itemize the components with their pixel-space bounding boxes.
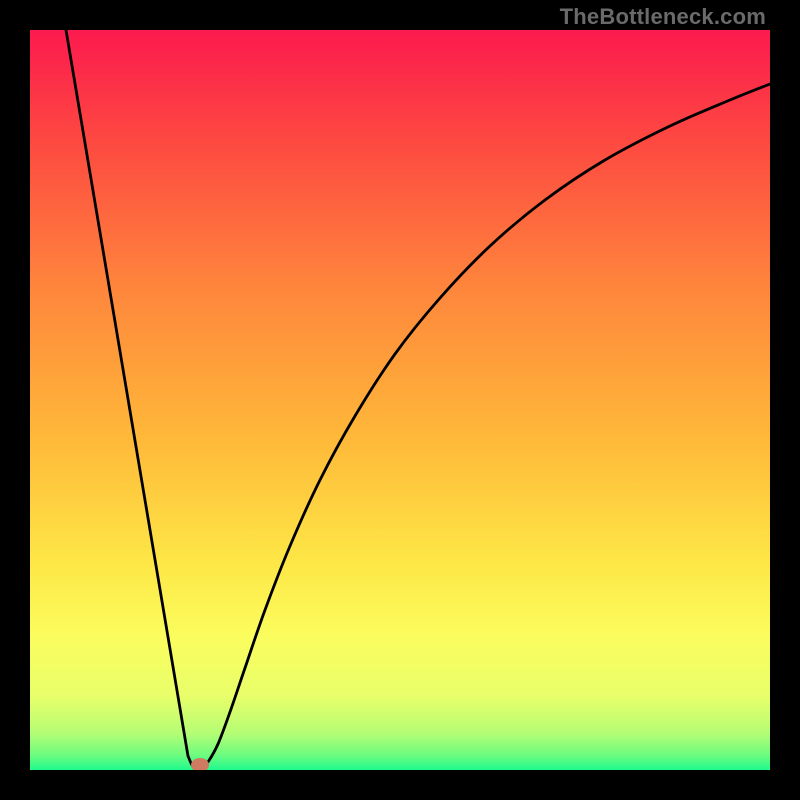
minimum-marker (191, 758, 209, 770)
bottleneck-curve (66, 30, 770, 769)
watermark-text: TheBottleneck.com (560, 4, 766, 30)
outer-frame: TheBottleneck.com (0, 0, 800, 800)
plot-area (30, 30, 770, 770)
curve-layer (30, 30, 770, 770)
